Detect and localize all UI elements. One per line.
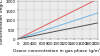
20 °C bbox=[65, 29, 66, 30]
Line: 10 °C: 10 °C bbox=[18, 14, 98, 39]
5 °C bbox=[17, 39, 19, 40]
X-axis label: Ozone concentration in gas phase (g/m³): Ozone concentration in gas phase (g/m³) bbox=[13, 48, 100, 52]
20 °C bbox=[97, 23, 99, 24]
10 °C bbox=[66, 23, 68, 24]
Line: 5 °C: 5 °C bbox=[18, 0, 98, 39]
Y-axis label: Saturation ozone
concentration (mg/L): Saturation ozone concentration (mg/L) bbox=[0, 0, 4, 43]
10 °C bbox=[85, 17, 86, 18]
5 °C bbox=[90, 3, 91, 4]
5 °C bbox=[65, 15, 66, 16]
10 °C bbox=[97, 13, 99, 14]
20 °C bbox=[17, 39, 19, 40]
Line: 20 °C: 20 °C bbox=[18, 23, 98, 39]
20 °C bbox=[66, 29, 68, 30]
10 °C bbox=[17, 39, 19, 40]
